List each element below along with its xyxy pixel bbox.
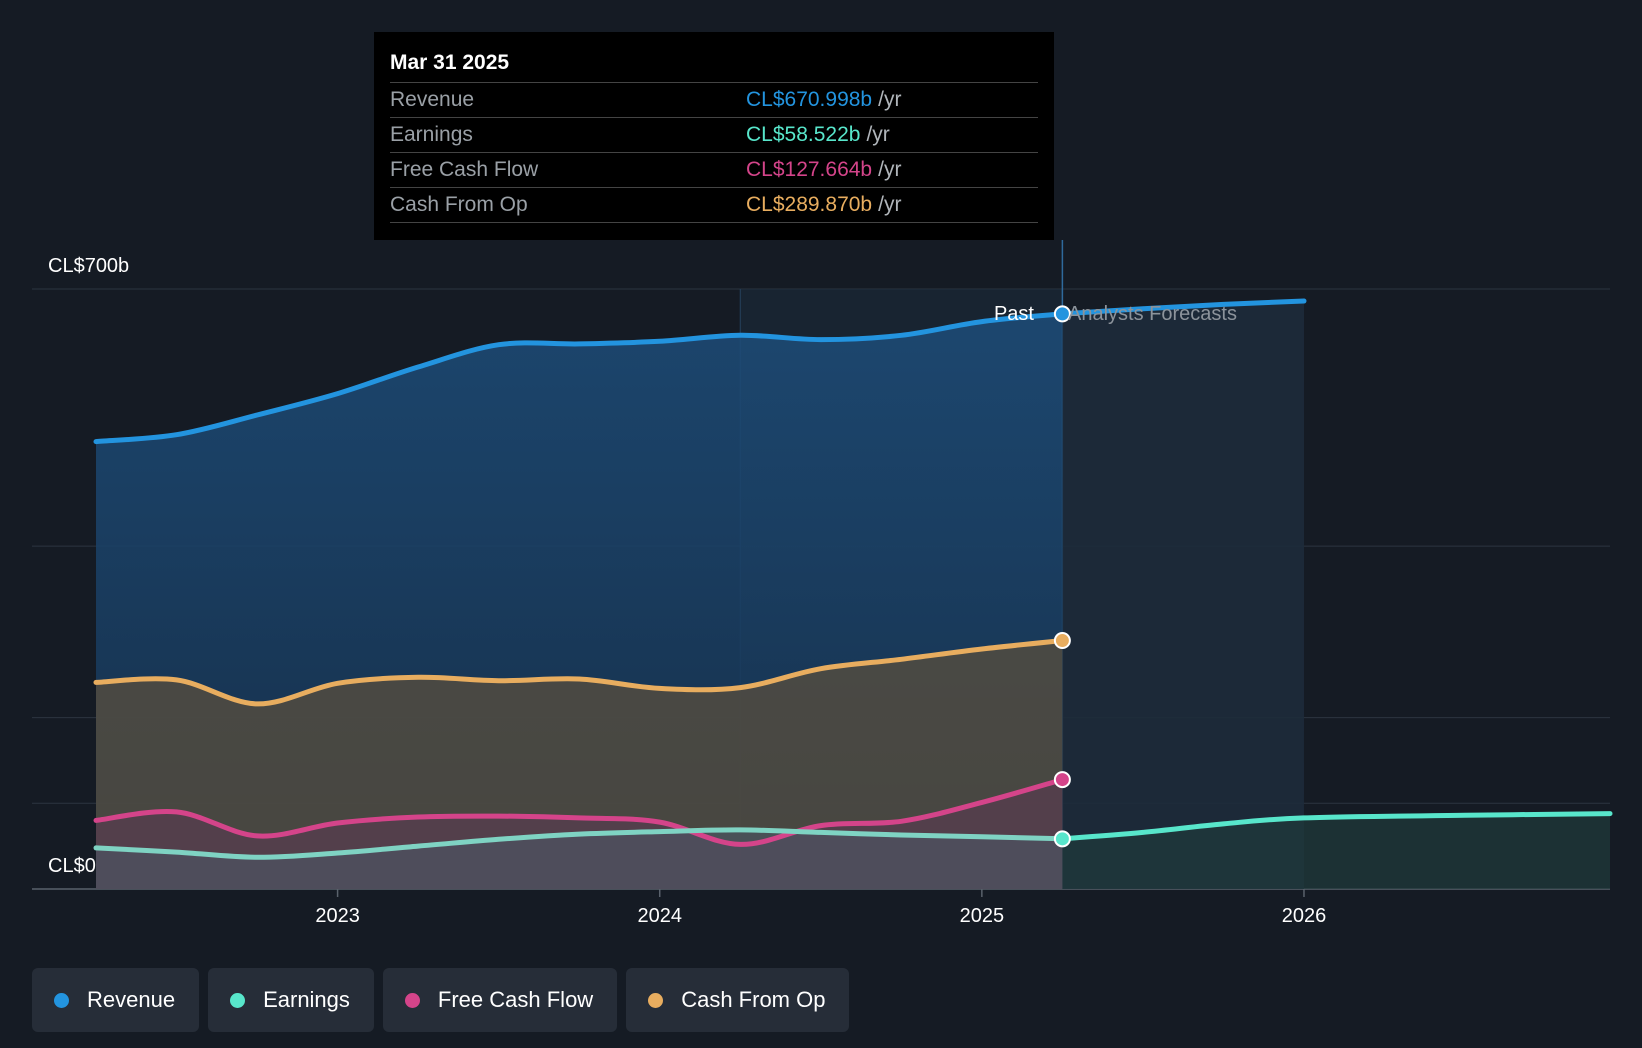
series-markers [1053, 305, 1071, 848]
tooltip-value: CL$58.522b [746, 123, 861, 146]
tooltip: Mar 31 2025 Revenue CL$670.998b/yr Earning… [374, 32, 1054, 240]
x-tick-label: 2026 [1282, 905, 1327, 927]
tooltip-label: Earnings [390, 123, 473, 146]
forecast-label: Analysts Forecasts [1068, 303, 1237, 325]
tooltip-value: CL$670.998b [746, 88, 873, 111]
tooltip-label: Free Cash Flow [390, 158, 539, 181]
legend-label: Cash From Op [681, 987, 826, 1012]
tooltip-unit: /yr [878, 193, 902, 216]
x-tick-label: 2025 [960, 905, 1005, 927]
legend-label: Revenue [87, 987, 176, 1012]
legend-label: Free Cash Flow [437, 987, 594, 1012]
series-areas [96, 301, 1610, 889]
legend-item-cash-from-op[interactable]: Cash From Op [626, 968, 850, 1032]
tooltip-row: Free Cash Flow CL$127.664b/yr [390, 153, 1038, 188]
cash-from-op-marker [1053, 632, 1071, 650]
legend-item-earnings[interactable]: Earnings [208, 968, 374, 1032]
earnings-line [93, 827, 1065, 860]
legend: Revenue Earnings Free Cash Flow Cash From O… [32, 968, 850, 1032]
revenue-forecast-area [1062, 301, 1304, 889]
legend-item-revenue[interactable]: Revenue [32, 968, 200, 1032]
tooltip-unit: /yr [878, 158, 902, 181]
y-axis-label-max: CL$700b [48, 255, 129, 277]
tooltip-value: CL$127.664b [746, 158, 873, 181]
cash-from-op-line [93, 638, 1065, 707]
past-label: Past [994, 303, 1034, 325]
tooltip-date: Mar 31 2025 [390, 44, 1038, 83]
tooltip-label: Revenue [390, 88, 475, 111]
legend-dot-icon [230, 992, 246, 1008]
legend-dot-icon [648, 992, 664, 1008]
series-lines [93, 298, 1613, 860]
earnings-forecast-line [1059, 811, 1613, 842]
legend-dot-icon [54, 992, 69, 1008]
earnings-forecast-area [1062, 813, 1610, 889]
tooltip-label: Cash From Op [390, 193, 528, 216]
earnings-marker [1053, 830, 1071, 848]
tooltip-unit: /yr [866, 123, 890, 146]
x-tick-label: 2023 [315, 905, 360, 927]
tooltip-value: CL$289.870b [746, 193, 873, 216]
y-axis-label-zero: CL$0 [48, 855, 96, 877]
tooltip-row: Earnings CL$58.522b/yr [390, 118, 1038, 153]
legend-item-free-cash-flow[interactable]: Free Cash Flow [382, 968, 618, 1032]
revenue-marker [1053, 305, 1071, 323]
free-cash-flow-line [93, 777, 1065, 847]
x-tick-label: 2024 [637, 905, 682, 927]
tooltip-unit: /yr [878, 88, 902, 111]
revenue-forecast-line [1059, 298, 1307, 317]
tooltip-row: Revenue CL$670.998b/yr [390, 83, 1038, 118]
legend-dot-icon [404, 992, 420, 1008]
tooltip-row: Cash From Op CL$289.870b/yr [390, 188, 1038, 223]
free-cash-flow-marker [1053, 771, 1071, 789]
axis-text: CL$700b CL$0 Past Analysts Forecasts 202… [48, 255, 1326, 927]
revenue-line [93, 311, 1065, 445]
earnings-area [96, 829, 1063, 889]
legend-label: Earnings [263, 987, 350, 1012]
